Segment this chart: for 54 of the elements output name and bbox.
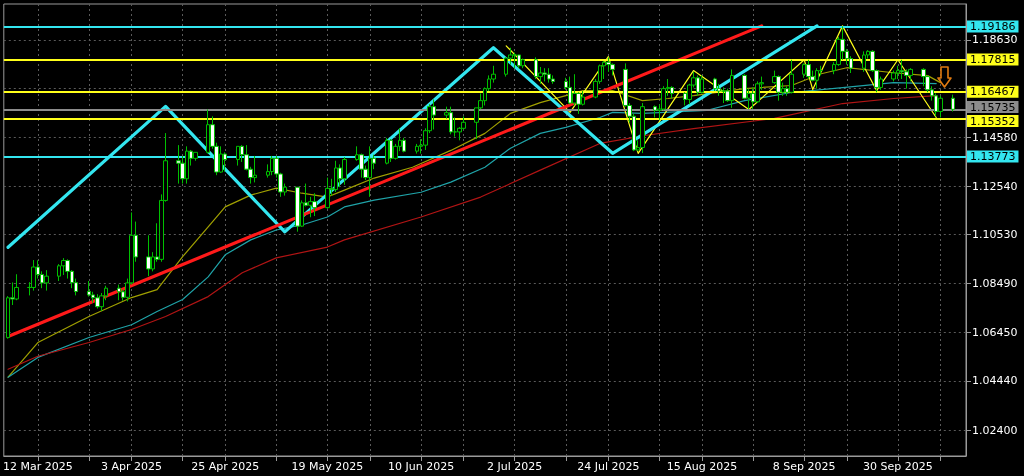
- x-tick-label: 24 Jul 2025: [577, 460, 640, 473]
- x-tick-label: 25 Apr 2025: [191, 460, 260, 473]
- x-tick-label: 3 Apr 2025: [101, 460, 163, 473]
- candlestick: [236, 145, 240, 167]
- candlestick: [951, 94, 955, 112]
- candlestick: [312, 192, 317, 217]
- y-tick-label: 1.02400: [972, 423, 1018, 437]
- candlestick: [31, 259, 36, 292]
- x-tick-label: 8 Sep 2025: [772, 460, 836, 473]
- candlestick: [891, 70, 896, 82]
- y-tick-label: 1.12540: [972, 179, 1018, 193]
- ref-line-label: 1.13773: [970, 150, 1016, 164]
- ref-line-label: 1.15352: [970, 114, 1016, 128]
- x-tick-label: 30 Sep 2025: [863, 460, 933, 473]
- candlestick: [14, 273, 19, 301]
- candlestick: [862, 50, 866, 73]
- candlestick: [193, 151, 198, 162]
- y-tick-label: 1.04440: [972, 374, 1018, 388]
- x-tick-label: 10 Jun 2025: [387, 460, 455, 473]
- candlestick: [385, 137, 389, 165]
- candlestick: [713, 77, 717, 92]
- candlestick: [176, 144, 181, 185]
- candlestick: [117, 284, 121, 301]
- y-tick-label: 1.18630: [972, 33, 1018, 47]
- candlestick: [542, 67, 547, 82]
- candlestick: [44, 269, 49, 292]
- y-tick-label: 1.08490: [972, 277, 1018, 291]
- y-tick-label: 1.14580: [972, 130, 1018, 144]
- ref-line-label: 1.19186: [970, 19, 1016, 33]
- ref-line-label: 1.15735: [970, 100, 1016, 114]
- candlestick: [512, 52, 517, 69]
- x-tick-label: 19 May 2025: [291, 460, 364, 473]
- y-tick-label: 1.10530: [972, 228, 1018, 242]
- candlestick: [938, 95, 943, 118]
- candlestick: [721, 86, 726, 104]
- candlestick: [568, 76, 572, 105]
- candlestick: [517, 54, 521, 69]
- candlestick: [146, 234, 151, 277]
- x-tick-label: 12 Mar 2025: [2, 460, 73, 473]
- candlestick: [806, 59, 811, 80]
- candlestick: [325, 177, 330, 210]
- x-tick-label: 2 Jul 2025: [487, 460, 543, 473]
- ref-line-label: 1.17815: [970, 52, 1016, 66]
- candlestick: [415, 143, 419, 155]
- candlestick: [342, 156, 347, 186]
- candlestick: [789, 59, 794, 94]
- y-tick-label: 1.06450: [972, 326, 1018, 340]
- candlestick: [700, 74, 704, 94]
- candlestick: [295, 186, 300, 233]
- x-tick-label: 15 Aug 2025: [666, 460, 738, 473]
- candlestick: [640, 102, 645, 154]
- candlestick: [776, 74, 781, 102]
- candlestick: [521, 58, 525, 69]
- ref-line-label: 1.16467: [970, 85, 1016, 99]
